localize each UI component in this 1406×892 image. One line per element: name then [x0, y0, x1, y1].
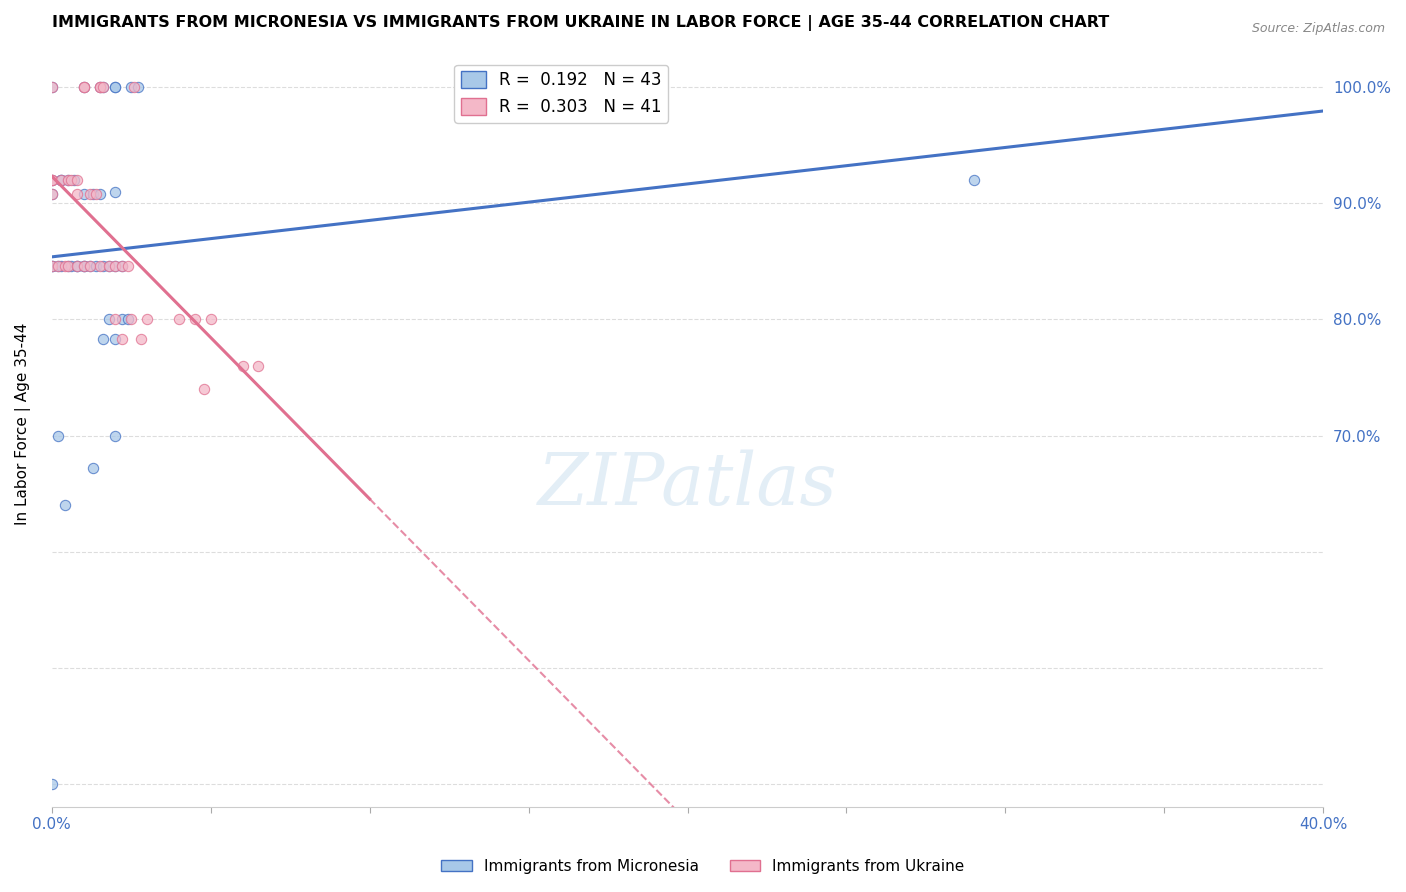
Point	[111, 332, 134, 346]
Point	[59, 173, 82, 187]
Point	[98, 259, 121, 273]
Point	[66, 259, 89, 273]
Point	[56, 173, 79, 187]
Point	[104, 80, 127, 95]
Point	[53, 259, 76, 273]
Point	[56, 259, 79, 273]
Point	[41, 80, 63, 95]
Point	[66, 259, 89, 273]
Point	[72, 80, 94, 95]
Point	[63, 173, 86, 187]
Point	[89, 187, 111, 202]
Point	[136, 312, 159, 326]
Point	[111, 312, 134, 326]
Point	[72, 259, 94, 273]
Point	[111, 259, 134, 273]
Point	[59, 259, 82, 273]
Point	[104, 312, 127, 326]
Point	[41, 777, 63, 791]
Point	[41, 259, 63, 273]
Text: Source: ZipAtlas.com: Source: ZipAtlas.com	[1251, 22, 1385, 36]
Point	[41, 173, 63, 187]
Point	[117, 259, 139, 273]
Point	[232, 359, 254, 373]
Point	[111, 259, 134, 273]
Point	[41, 259, 63, 273]
Point	[247, 359, 270, 373]
Point	[91, 80, 114, 95]
Point	[51, 173, 73, 187]
Point	[104, 259, 127, 273]
Point	[98, 259, 121, 273]
Point	[41, 259, 63, 273]
Point	[124, 80, 146, 95]
Point	[72, 259, 94, 273]
Point	[86, 187, 108, 202]
Point	[86, 259, 108, 273]
Legend: Immigrants from Micronesia, Immigrants from Ukraine: Immigrants from Micronesia, Immigrants f…	[436, 853, 970, 880]
Point	[129, 332, 152, 346]
Point	[89, 259, 111, 273]
Point	[41, 80, 63, 95]
Point	[66, 187, 89, 202]
Point	[962, 173, 984, 187]
Point	[193, 382, 215, 396]
Point	[167, 312, 190, 326]
Point	[200, 312, 222, 326]
Point	[82, 461, 104, 475]
Point	[120, 80, 142, 95]
Point	[91, 259, 114, 273]
Point	[104, 185, 127, 199]
Point	[46, 259, 69, 273]
Point	[89, 80, 111, 95]
Point	[82, 187, 104, 202]
Point	[72, 259, 94, 273]
Point	[56, 259, 79, 273]
Point	[104, 259, 127, 273]
Point	[46, 259, 69, 273]
Point	[117, 312, 139, 326]
Point	[72, 80, 94, 95]
Text: IMMIGRANTS FROM MICRONESIA VS IMMIGRANTS FROM UKRAINE IN LABOR FORCE | AGE 35-44: IMMIGRANTS FROM MICRONESIA VS IMMIGRANTS…	[52, 15, 1109, 31]
Point	[66, 173, 89, 187]
Point	[79, 187, 101, 202]
Point	[51, 173, 73, 187]
Y-axis label: In Labor Force | Age 35-44: In Labor Force | Age 35-44	[15, 323, 31, 525]
Point	[91, 80, 114, 95]
Point	[104, 332, 127, 346]
Point	[41, 173, 63, 187]
Point	[72, 80, 94, 95]
Point	[72, 187, 94, 202]
Point	[104, 428, 127, 442]
Point	[89, 80, 111, 95]
Point	[41, 187, 63, 202]
Legend: R =  0.192   N = 43, R =  0.303   N = 41: R = 0.192 N = 43, R = 0.303 N = 41	[454, 64, 668, 122]
Point	[41, 187, 63, 202]
Point	[53, 498, 76, 512]
Point	[51, 259, 73, 273]
Point	[79, 259, 101, 273]
Point	[91, 332, 114, 346]
Text: ZIPatlas: ZIPatlas	[537, 450, 838, 521]
Point	[184, 312, 207, 326]
Point	[89, 80, 111, 95]
Point	[66, 259, 89, 273]
Point	[104, 80, 127, 95]
Point	[98, 312, 121, 326]
Point	[51, 173, 73, 187]
Point	[120, 312, 142, 326]
Point	[56, 173, 79, 187]
Point	[127, 80, 149, 95]
Point	[79, 259, 101, 273]
Point	[41, 173, 63, 187]
Point	[46, 428, 69, 442]
